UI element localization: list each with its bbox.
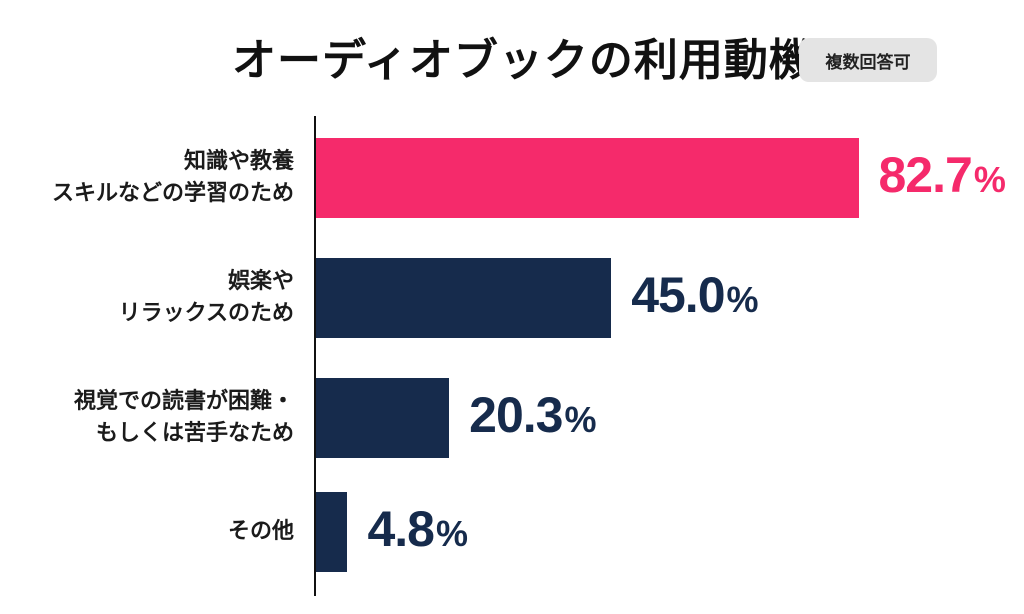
value-number: 4.8 bbox=[367, 501, 435, 557]
bar-4 bbox=[316, 492, 348, 572]
value-number: 45.0 bbox=[631, 267, 725, 323]
bar-1 bbox=[316, 138, 859, 218]
category-label-3: 視覚での読書が困難・もしくは苦手なため bbox=[0, 386, 294, 450]
value-label-4: 4.8% bbox=[367, 500, 468, 558]
category-label-line: 知識や教養 bbox=[183, 149, 294, 174]
value-unit: % bbox=[973, 159, 1006, 200]
category-label-line: リラックスのため bbox=[118, 301, 294, 326]
value-number: 20.3 bbox=[469, 387, 563, 443]
category-label-4: その他 bbox=[0, 516, 294, 548]
value-label-2: 45.0% bbox=[631, 266, 759, 324]
category-label-line: スキルなどの学習のため bbox=[51, 181, 294, 206]
value-unit: % bbox=[726, 279, 759, 320]
category-label-line: 娯楽や bbox=[227, 269, 294, 294]
value-label-1: 82.7% bbox=[878, 146, 1006, 204]
value-unit: % bbox=[564, 399, 596, 440]
value-number: 82.7 bbox=[878, 147, 973, 203]
bar-2 bbox=[316, 258, 612, 338]
category-label-1: 知識や教養スキルなどの学習のため bbox=[0, 146, 294, 210]
bar-3 bbox=[316, 378, 450, 458]
title-row: オーディオブックの利用動機 複数回答可 bbox=[0, 30, 1024, 100]
value-label-3: 20.3% bbox=[469, 386, 596, 444]
category-label-2: 娯楽やリラックスのため bbox=[0, 266, 294, 330]
chart-title: オーディオブックの利用動機 bbox=[232, 35, 814, 86]
value-unit: % bbox=[436, 513, 468, 554]
category-label-line: その他 bbox=[227, 519, 294, 544]
category-label-line: 視覚での読書が困難・ bbox=[73, 389, 294, 414]
category-label-line: もしくは苦手なため bbox=[95, 421, 294, 446]
y-axis-line bbox=[314, 116, 316, 596]
multiple-answers-badge: 複数回答可 bbox=[799, 38, 937, 82]
